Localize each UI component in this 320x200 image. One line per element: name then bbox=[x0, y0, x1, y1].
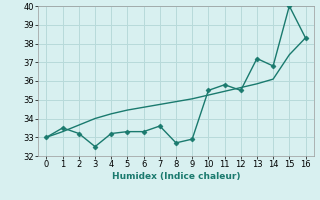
X-axis label: Humidex (Indice chaleur): Humidex (Indice chaleur) bbox=[112, 172, 240, 181]
